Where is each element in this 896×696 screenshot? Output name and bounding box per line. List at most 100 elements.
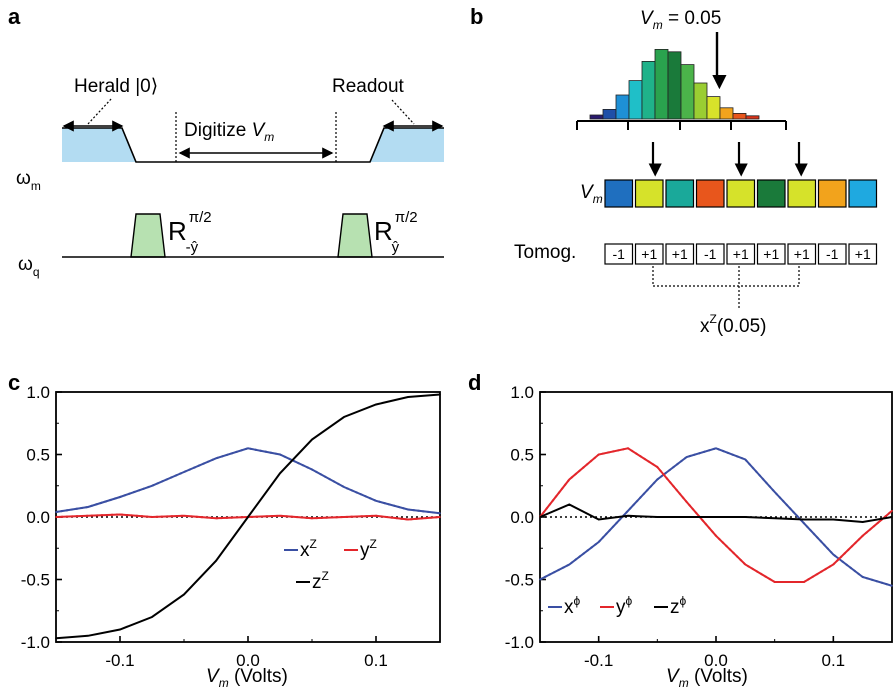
data-point — [803, 518, 805, 521]
data-point — [375, 499, 377, 502]
x-tick-label: 0.0 — [704, 651, 728, 670]
data-point — [891, 584, 893, 587]
histogram-bar — [706, 96, 721, 120]
tomog-cell-value: +1 — [763, 246, 779, 262]
histogram-bar — [654, 49, 669, 120]
theory-curve — [539, 447, 893, 583]
data-point — [87, 506, 89, 508]
data-point — [119, 513, 121, 516]
data-point — [375, 403, 377, 406]
data-point — [343, 486, 345, 488]
tomog-cell — [726, 243, 756, 265]
data-point — [861, 521, 864, 523]
data-point — [568, 563, 571, 566]
histogram — [589, 49, 760, 120]
data-point — [343, 516, 345, 518]
data-point — [627, 509, 629, 512]
data-point — [247, 516, 249, 518]
data-point — [119, 496, 121, 498]
data-point — [773, 581, 776, 583]
vm-cell — [848, 179, 878, 208]
tomog-cell-value: -1 — [613, 246, 626, 262]
herald-leader — [87, 97, 113, 125]
data-point — [215, 457, 217, 460]
tomog-cell — [817, 243, 847, 265]
data-point — [715, 534, 717, 537]
data-point — [539, 578, 541, 581]
tomog-cell — [604, 243, 634, 265]
data-point — [279, 472, 281, 475]
data-point — [55, 637, 57, 640]
data-point — [832, 563, 835, 566]
chart-d-legend: xϕ yϕ zϕ — [548, 594, 687, 618]
legend-item-zz: zZ — [296, 569, 329, 593]
data-point — [568, 478, 571, 481]
y-tick-label: 0.5 — [510, 446, 534, 465]
digitize-label: Digitize Vm — [184, 120, 274, 144]
data-point — [773, 491, 776, 493]
y-tick-label: -1.0 — [505, 633, 534, 652]
data-point — [87, 514, 89, 517]
y-tick-label: -0.5 — [21, 571, 50, 590]
data-point — [407, 396, 409, 398]
data-point — [215, 559, 217, 562]
y-tick-label: 1.0 — [26, 383, 50, 402]
histogram-bar — [680, 64, 695, 120]
chart-d-xlabel: Vm (Volts) — [666, 666, 748, 690]
data-point — [685, 456, 688, 458]
histogram-ticks — [576, 121, 787, 130]
legend-item-yphi: yϕ — [600, 594, 633, 618]
data-point — [183, 593, 185, 596]
data-point — [247, 447, 249, 450]
data-point — [803, 581, 805, 583]
vm-cell — [817, 179, 847, 208]
legend-xphi-label: xϕ — [564, 594, 581, 618]
data-point — [183, 471, 185, 473]
tomog-cell-value: +1 — [641, 246, 657, 262]
x-tick-label: 0.0 — [236, 651, 260, 670]
tomog-row: -1 +1 +1 -1 +1 +1 +1 -1 +1 — [604, 243, 878, 265]
data-point — [891, 516, 893, 518]
data-point — [151, 616, 153, 618]
readout-leader — [391, 99, 415, 125]
data-point — [215, 517, 217, 520]
legend-item-xz: xZ — [284, 537, 317, 561]
data-point — [597, 518, 600, 521]
data-point — [715, 516, 717, 518]
data-point — [715, 447, 717, 450]
panel-b: b Vm = 0.05 Vm Tomog. -1 +1 +1 -1 +1 +1 +1 -1 +1… — [470, 4, 878, 337]
histogram-bar — [719, 107, 734, 120]
tomog-cell — [665, 243, 695, 265]
data-point — [55, 516, 57, 518]
legend-xz-label: xZ — [300, 537, 317, 561]
series-line — [55, 447, 441, 515]
data-point — [656, 516, 659, 518]
legend-yz-label: yZ — [360, 537, 377, 561]
data-point — [597, 453, 600, 456]
tomog-cell-value: +1 — [672, 246, 688, 262]
panel-c: c 1.0 0.5 0.0 -0.5 -1.0 -0.1 0.0 0.1 Vm (Volts)… — [8, 370, 441, 690]
data-point — [151, 484, 153, 487]
omega-m-label: ωm — [16, 168, 41, 193]
data-point — [656, 466, 659, 468]
panel-d: d 1.0 0.5 0.0 -0.5 -1.0 -0.1 0.0 0.1 Vm (Volts)… — [468, 370, 893, 690]
vm-cell — [726, 179, 756, 208]
tomog-row-label: Tomog. — [514, 242, 576, 263]
data-point — [627, 447, 629, 450]
data-point — [407, 508, 409, 511]
data-point — [773, 517, 776, 520]
x-tick-label: -0.1 — [584, 651, 613, 670]
data-point — [685, 516, 688, 518]
vm-cell — [787, 179, 817, 208]
data-point — [119, 628, 121, 631]
data-point — [891, 509, 893, 512]
tomog-cell-value: -1 — [826, 246, 839, 262]
data-point — [744, 563, 747, 566]
y-tick-label: -0.5 — [505, 571, 534, 590]
data-point — [861, 534, 864, 537]
histogram-bar — [693, 82, 708, 120]
omega-q-label: ωq — [18, 254, 40, 279]
histogram-bar — [615, 94, 630, 120]
